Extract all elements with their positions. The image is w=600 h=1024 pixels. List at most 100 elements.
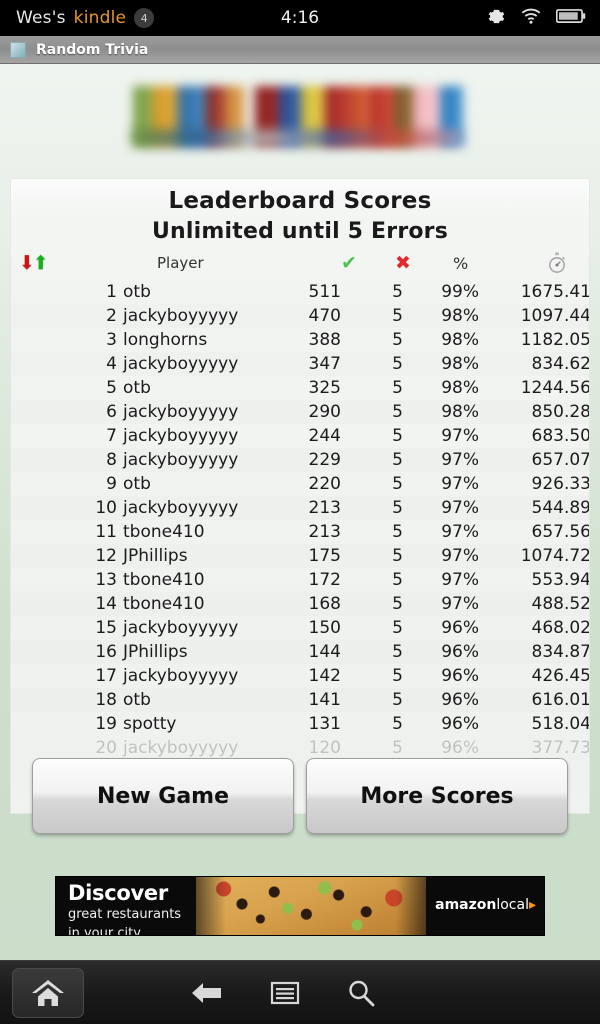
cell-time: 544.89 bbox=[531, 498, 590, 518]
menu-icon bbox=[270, 981, 300, 1005]
cell-errors: 5 bbox=[392, 282, 403, 302]
table-header-row: ⬇ ⬆ Player ✔ ✖ % bbox=[11, 248, 589, 278]
table-row[interactable]: 11 tbone410 213 5 97% 657.56 bbox=[11, 520, 589, 544]
cell-errors: 5 bbox=[392, 474, 403, 494]
cell-player: jackyboyyyyy bbox=[123, 354, 239, 374]
table-row[interactable]: 14 tbone410 168 5 97% 488.52 bbox=[11, 592, 589, 616]
wifi-icon[interactable] bbox=[520, 8, 542, 28]
cell-rank: 11 bbox=[95, 522, 117, 542]
cell-correct: 290 bbox=[308, 402, 341, 422]
cell-rank: 10 bbox=[95, 498, 117, 518]
cell-rank: 6 bbox=[106, 402, 117, 422]
cell-player: otb bbox=[123, 378, 151, 398]
menu-button[interactable] bbox=[270, 979, 300, 1007]
stopwatch-icon[interactable] bbox=[547, 248, 567, 278]
cell-correct: 511 bbox=[308, 282, 341, 302]
table-row[interactable]: 9 otb 220 5 97% 926.33 bbox=[11, 472, 589, 496]
cell-percent: 97% bbox=[441, 498, 479, 518]
table-row[interactable]: 1 otb 511 5 99% 1675.41 bbox=[11, 280, 589, 304]
cell-rank: 16 bbox=[95, 642, 117, 662]
system-navigation-bar bbox=[0, 960, 600, 1024]
more-scores-button[interactable]: More Scores bbox=[306, 758, 568, 834]
back-button[interactable] bbox=[190, 979, 224, 1007]
cell-player: jackyboyyyyy bbox=[123, 306, 239, 326]
cell-errors: 5 bbox=[392, 498, 403, 518]
cell-rank: 14 bbox=[95, 594, 117, 614]
cell-correct: 144 bbox=[308, 642, 341, 662]
promo-banner-image[interactable] bbox=[133, 86, 463, 146]
cell-rank: 4 bbox=[106, 354, 117, 374]
cell-player: jackyboyyyyy bbox=[123, 666, 239, 686]
notification-badge[interactable]: 4 bbox=[134, 8, 155, 28]
table-row[interactable]: 2 jackyboyyyyy 470 5 98% 1097.44 bbox=[11, 304, 589, 328]
table-row[interactable]: 5 otb 325 5 98% 1244.56 bbox=[11, 376, 589, 400]
table-row[interactable]: 7 jackyboyyyyy 244 5 97% 683.50 bbox=[11, 424, 589, 448]
table-row[interactable]: 20 jackyboyyyyy 120 5 96% 377.73 bbox=[11, 736, 589, 760]
cell-percent: 98% bbox=[441, 330, 479, 350]
table-row[interactable]: 10 jackyboyyyyy 213 5 97% 544.89 bbox=[11, 496, 589, 520]
cell-player: JPhillips bbox=[123, 642, 188, 662]
table-row[interactable]: 8 jackyboyyyyy 229 5 97% 657.07 bbox=[11, 448, 589, 472]
red-x-icon[interactable]: ✖ bbox=[395, 252, 411, 274]
table-row[interactable]: 3 longhorns 388 5 98% 1182.05 bbox=[11, 328, 589, 352]
table-row[interactable]: 16 JPhillips 144 5 96% 834.87 bbox=[11, 640, 589, 664]
cell-correct: 141 bbox=[308, 690, 341, 710]
cell-rank: 5 bbox=[106, 378, 117, 398]
leaderboard-table[interactable]: 1 otb 511 5 99% 1675.41 2 jackyboyyyyy 470 5 98% 10… bbox=[11, 280, 589, 760]
account-owner-label: Wes's bbox=[16, 8, 66, 28]
sort-arrows-icon[interactable]: ⬇ ⬆ bbox=[19, 248, 49, 278]
cell-rank: 18 bbox=[95, 690, 117, 710]
cell-correct: 120 bbox=[308, 738, 341, 758]
promo-banner-lower-strip bbox=[133, 130, 463, 146]
column-header-player[interactable]: Player bbox=[157, 254, 204, 272]
cell-time: 683.50 bbox=[531, 426, 590, 446]
cell-percent: 98% bbox=[441, 354, 479, 374]
ad-photo-fade-right bbox=[396, 877, 446, 935]
search-button[interactable] bbox=[346, 978, 376, 1008]
cell-player: tbone410 bbox=[123, 522, 205, 542]
home-icon bbox=[31, 978, 65, 1008]
cell-time: 616.01 bbox=[531, 690, 590, 710]
cell-time: 426.45 bbox=[531, 666, 590, 686]
cell-correct: 213 bbox=[308, 522, 341, 542]
table-row[interactable]: 19 spotty 131 5 96% 518.04 bbox=[11, 712, 589, 736]
gear-icon[interactable] bbox=[487, 7, 506, 30]
back-arrow-icon bbox=[192, 983, 221, 1003]
table-row[interactable]: 6 jackyboyyyyy 290 5 98% 850.28 bbox=[11, 400, 589, 424]
cell-time: 1097.44 bbox=[520, 306, 590, 326]
new-game-button[interactable]: New Game bbox=[32, 758, 294, 834]
column-header-percent[interactable]: % bbox=[453, 253, 469, 273]
table-row[interactable]: 12 JPhillips 175 5 97% 1074.72 bbox=[11, 544, 589, 568]
cell-rank: 2 bbox=[106, 306, 117, 326]
cell-correct: 168 bbox=[308, 594, 341, 614]
cell-percent: 98% bbox=[441, 378, 479, 398]
cell-correct: 347 bbox=[308, 354, 341, 374]
sort-descending-arrow-icon: ⬇ bbox=[19, 251, 35, 274]
status-account[interactable]: Wes's kindle 4 bbox=[0, 8, 155, 28]
cell-time: 657.56 bbox=[531, 522, 590, 542]
battery-icon bbox=[555, 8, 586, 28]
cell-errors: 5 bbox=[392, 402, 403, 422]
cell-correct: 172 bbox=[308, 570, 341, 590]
table-row[interactable]: 18 otb 141 5 96% 616.01 bbox=[11, 688, 589, 712]
ad-headline: Discover bbox=[68, 881, 168, 905]
page-body: Leaderboard Scores Unlimited until 5 Err… bbox=[0, 64, 600, 960]
cell-rank: 9 bbox=[106, 474, 117, 494]
cell-player: longhorns bbox=[123, 330, 208, 350]
advertisement-banner[interactable]: Discover great restaurants in your city … bbox=[55, 876, 545, 936]
home-button[interactable] bbox=[12, 968, 84, 1018]
cell-errors: 5 bbox=[392, 642, 403, 662]
cell-player: jackyboyyyyy bbox=[123, 450, 239, 470]
green-check-icon[interactable]: ✔ bbox=[341, 252, 357, 274]
table-row[interactable]: 15 jackyboyyyyy 150 5 96% 468.02 bbox=[11, 616, 589, 640]
table-row[interactable]: 4 jackyboyyyyy 347 5 98% 834.62 bbox=[11, 352, 589, 376]
search-icon bbox=[349, 980, 375, 1007]
nav-button-group bbox=[190, 961, 376, 1024]
table-row[interactable]: 13 tbone410 172 5 97% 553.94 bbox=[11, 568, 589, 592]
app-icon bbox=[10, 41, 26, 58]
ad-brand-light: local bbox=[496, 897, 529, 913]
table-row[interactable]: 17 jackyboyyyyy 142 5 96% 426.45 bbox=[11, 664, 589, 688]
page-title: Leaderboard Scores bbox=[168, 188, 432, 214]
cell-rank: 7 bbox=[106, 426, 117, 446]
cell-time: 657.07 bbox=[531, 450, 590, 470]
